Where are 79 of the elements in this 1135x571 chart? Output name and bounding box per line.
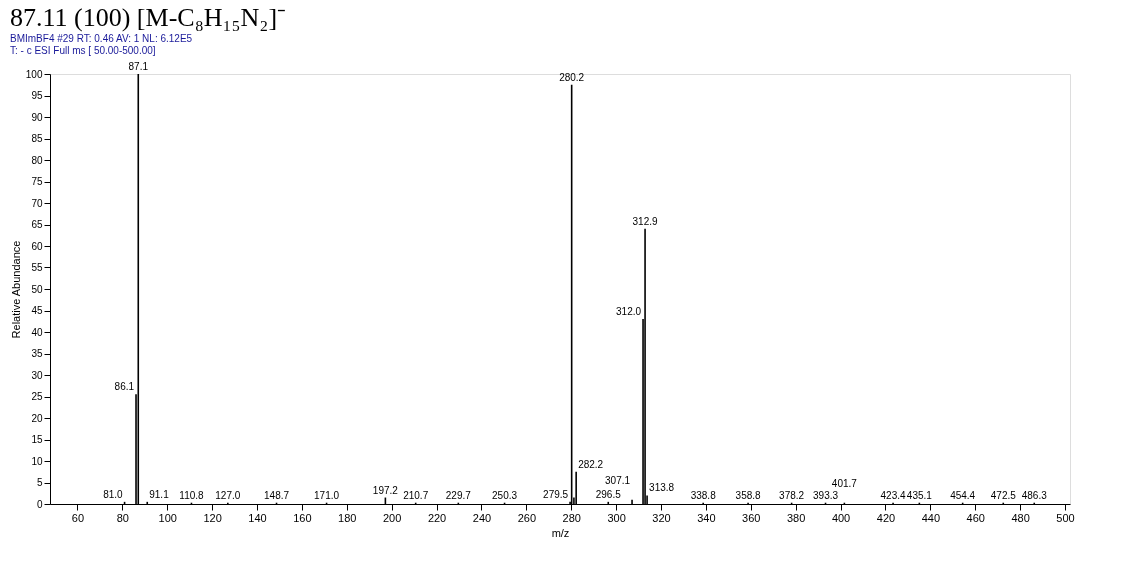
x-tick-label: 160 xyxy=(293,511,312,524)
annotation: 250.3 xyxy=(492,489,518,501)
y-tick-label: 80 xyxy=(31,154,43,166)
annotation: 171.0 xyxy=(314,489,340,501)
x-tick-label: 420 xyxy=(876,511,896,524)
annotation: 307.1 xyxy=(605,474,631,486)
x-tick-label: 60 xyxy=(71,511,85,524)
y-tick-label: 95 xyxy=(31,90,43,101)
annotation: 312.0 xyxy=(616,306,642,318)
x-tick-label: 400 xyxy=(831,511,851,524)
annotation: 423.4 xyxy=(880,489,907,501)
annotation: 378.2 xyxy=(779,489,805,501)
y-tick-label: 55 xyxy=(31,262,43,273)
y-tick-label: 10 xyxy=(31,455,43,467)
y-tick-label: 65 xyxy=(31,219,43,230)
annotation: 210.7 xyxy=(403,489,429,501)
annotation: 81.0 xyxy=(103,488,124,500)
annotation: 110.8 xyxy=(179,489,205,501)
y-tick-label: 30 xyxy=(31,369,43,381)
annotation: 282.2 xyxy=(578,458,604,470)
x-axis-title: m/z xyxy=(551,526,570,539)
annotation: 435.1 xyxy=(906,489,933,501)
chart-title: 87.11 (100) [M-C₈H₁₅N₂]⁻ xyxy=(10,3,287,32)
annotation: 393.3 xyxy=(813,489,839,501)
annotation: 486.3 xyxy=(1021,489,1048,501)
x-tick-label: 440 xyxy=(921,511,941,524)
x-tick-label: 500 xyxy=(1056,511,1075,524)
y-tick-label: 0 xyxy=(36,498,43,510)
y-tick-label: 15 xyxy=(31,434,43,445)
y-tick-label: 60 xyxy=(31,240,43,252)
text: BMImBF4 #29 RT: 0.46 AV: 1 NL: 6.12E5 xyxy=(10,33,193,44)
annotation: 338.8 xyxy=(690,489,717,501)
x-tick-label: 360 xyxy=(742,511,761,524)
y-tick-label: 40 xyxy=(31,326,43,338)
x-tick-label: 260 xyxy=(517,511,537,524)
y-tick-label: 90 xyxy=(31,111,43,123)
y-tick-label: 70 xyxy=(31,197,43,209)
x-tick-label: 320 xyxy=(652,511,671,524)
annotation: 401.7 xyxy=(831,477,858,489)
annotation: 197.2 xyxy=(372,484,399,496)
annotation: 280.2 xyxy=(559,71,585,83)
y-tick-label: 20 xyxy=(31,412,43,424)
annotation: 148.7 xyxy=(264,489,290,501)
annotation: 358.8 xyxy=(735,489,762,501)
text: T: - c ESI Full ms [ 50.00-500.00] xyxy=(10,45,156,56)
annotation: 279.5 xyxy=(543,488,569,500)
y-tick-label: 25 xyxy=(31,391,43,402)
annotation: 127.0 xyxy=(215,489,241,501)
annotation: 296.5 xyxy=(595,488,622,500)
y-tick-label: 75 xyxy=(31,176,43,187)
y-axis-title: Relative Abundance xyxy=(9,240,22,339)
x-tick-label: 300 xyxy=(607,511,626,524)
y-tick-label: 50 xyxy=(31,283,43,295)
x-tick-label: 140 xyxy=(248,511,267,524)
y-tick-label: 85 xyxy=(31,133,43,144)
x-tick-label: 200 xyxy=(382,511,402,524)
annotation: 454.4 xyxy=(950,489,976,501)
y-tick-label: 5 xyxy=(36,477,43,488)
x-tick-label: 480 xyxy=(1011,511,1030,524)
x-tick-label: 100 xyxy=(158,511,177,524)
y-tick-label: 45 xyxy=(31,305,43,316)
annotation: 312.9 xyxy=(632,215,659,227)
x-tick-label: 340 xyxy=(697,511,716,524)
x-tick-label: 180 xyxy=(338,511,357,524)
x-tick-label: 80 xyxy=(116,511,129,524)
annotation: 87.1 xyxy=(128,61,149,72)
annotation: 472.5 xyxy=(990,489,1017,501)
y-tick-label: 100 xyxy=(25,68,43,80)
x-tick-label: 380 xyxy=(786,511,806,524)
annotation: 86.1 xyxy=(114,381,135,393)
x-tick-label: 220 xyxy=(427,511,447,524)
x-tick-label: 280 xyxy=(562,511,581,524)
x-tick-label: 120 xyxy=(203,511,222,524)
y-tick-label: 35 xyxy=(31,348,43,359)
annotation: 229.7 xyxy=(445,489,472,501)
x-tick-label: 240 xyxy=(472,511,492,524)
annotation: 91.1 xyxy=(149,488,170,500)
x-tick-label: 460 xyxy=(966,511,985,524)
annotation: 313.8 xyxy=(649,482,675,494)
